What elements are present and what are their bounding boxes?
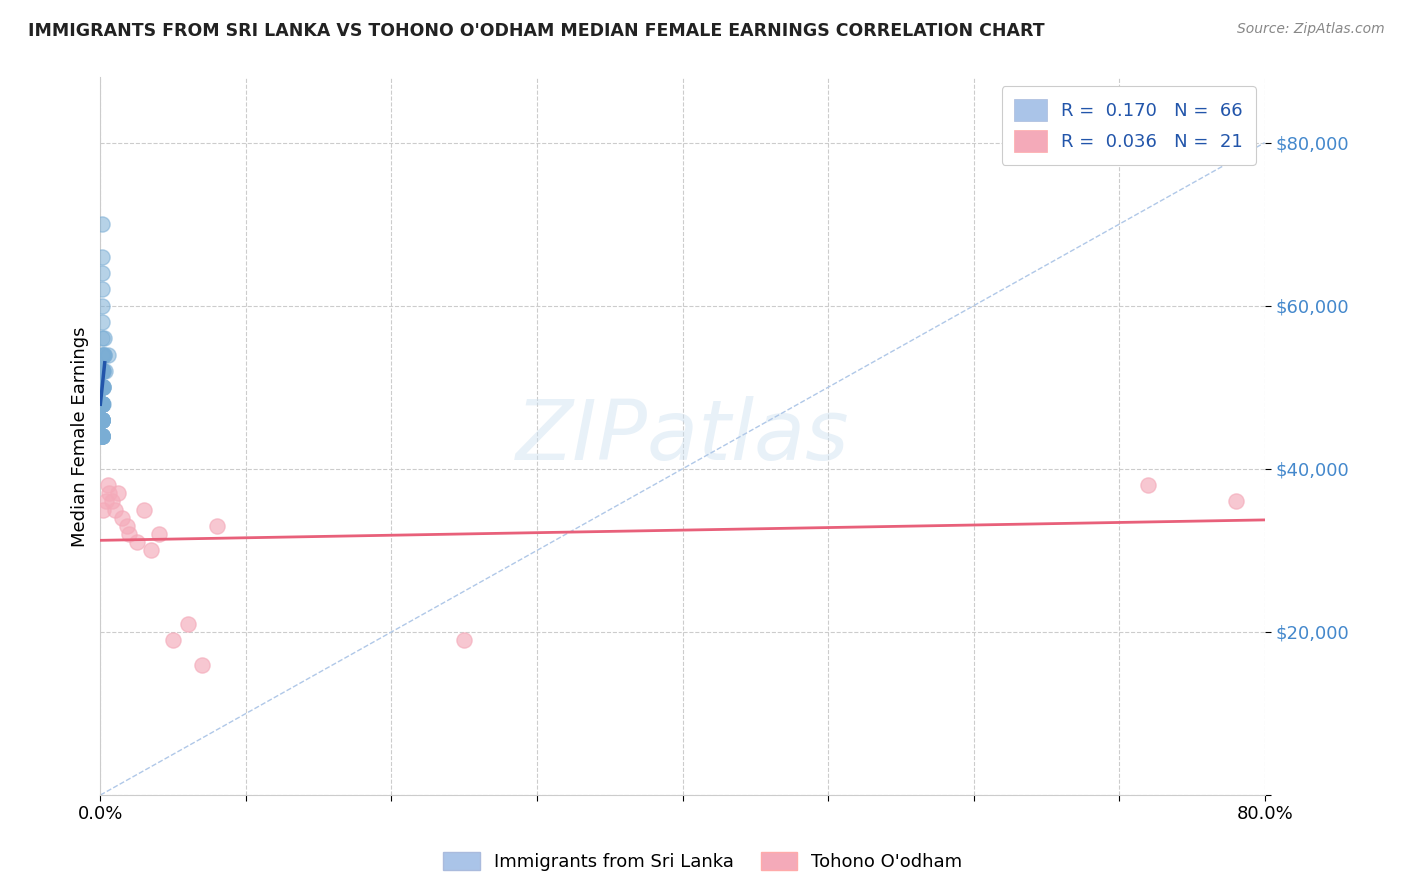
Point (91, 299, 114, 313)
Point (91, 397, 114, 411)
Point (90, 413, 112, 427)
Point (90, 413, 112, 427)
Point (91, 380, 114, 394)
Point (91, 397, 114, 411)
Point (90, 364, 112, 378)
Point (91, 413, 114, 427)
Point (90, 397, 112, 411)
Point (111, 510, 134, 524)
Point (90, 397, 112, 411)
Point (90, 413, 112, 427)
Point (90, 429, 112, 443)
Point (91, 413, 114, 427)
Point (97, 478, 120, 492)
Point (91, 397, 114, 411)
Point (91, 397, 114, 411)
Point (91, 380, 114, 394)
Point (90, 397, 112, 411)
Point (91, 380, 114, 394)
Point (90, 397, 112, 411)
Point (91, 397, 114, 411)
Point (107, 486, 129, 500)
Point (90, 429, 112, 443)
Point (132, 502, 155, 516)
Point (115, 519, 138, 533)
Point (205, 519, 228, 533)
Legend: Immigrants from Sri Lanka, Tohono O'odham: Immigrants from Sri Lanka, Tohono O'odha… (436, 845, 970, 879)
Point (1137, 478, 1160, 492)
Point (90, 283, 112, 297)
Point (453, 633, 475, 648)
Point (91, 364, 114, 378)
Point (93, 348, 115, 362)
Point (148, 527, 170, 541)
Point (91, 397, 114, 411)
Point (162, 633, 184, 648)
Point (91, 380, 114, 394)
Point (90, 413, 112, 427)
Point (90, 250, 112, 264)
Point (91, 397, 114, 411)
Point (101, 494, 124, 508)
Y-axis label: Median Female Earnings: Median Female Earnings (72, 326, 89, 547)
Point (98, 486, 121, 500)
Point (91, 364, 114, 378)
Point (90, 364, 112, 378)
Point (91, 502, 114, 516)
Point (1225, 494, 1247, 508)
Point (91, 380, 114, 394)
Point (91, 397, 114, 411)
Point (90, 429, 112, 443)
Point (91, 380, 114, 394)
Point (91, 348, 114, 362)
Point (90, 413, 112, 427)
Point (91, 380, 114, 394)
Point (191, 657, 214, 672)
Point (90, 429, 112, 443)
Text: IMMIGRANTS FROM SRI LANKA VS TOHONO O'ODHAM MEDIAN FEMALE EARNINGS CORRELATION C: IMMIGRANTS FROM SRI LANKA VS TOHONO O'OD… (28, 22, 1045, 40)
Point (91, 413, 114, 427)
Point (93, 348, 115, 362)
Point (176, 616, 198, 631)
Point (90, 315, 112, 329)
Point (90, 413, 112, 427)
Point (90, 413, 112, 427)
Point (97, 348, 120, 362)
Point (90, 429, 112, 443)
Point (90, 380, 112, 394)
Point (90, 429, 112, 443)
Point (118, 527, 141, 541)
Point (90, 397, 112, 411)
Point (91, 380, 114, 394)
Point (91, 266, 114, 280)
Point (90, 413, 112, 427)
Point (90, 429, 112, 443)
Point (90, 429, 112, 443)
Point (91, 364, 114, 378)
Point (90, 364, 112, 378)
Text: Source: ZipAtlas.com: Source: ZipAtlas.com (1237, 22, 1385, 37)
Point (104, 502, 127, 516)
Point (91, 413, 114, 427)
Point (90, 380, 112, 394)
Point (90, 217, 112, 231)
Point (96, 494, 118, 508)
Point (141, 543, 163, 558)
Point (125, 535, 148, 549)
Point (91, 364, 114, 378)
Point (90, 380, 112, 394)
Legend: R =  0.170   N =  66, R =  0.036   N =  21: R = 0.170 N = 66, R = 0.036 N = 21 (1001, 87, 1256, 165)
Point (90, 331, 112, 345)
Point (93, 364, 115, 378)
Point (90, 348, 112, 362)
Point (90, 397, 112, 411)
Text: ZIPatlas: ZIPatlas (516, 396, 849, 476)
Point (93, 331, 115, 345)
